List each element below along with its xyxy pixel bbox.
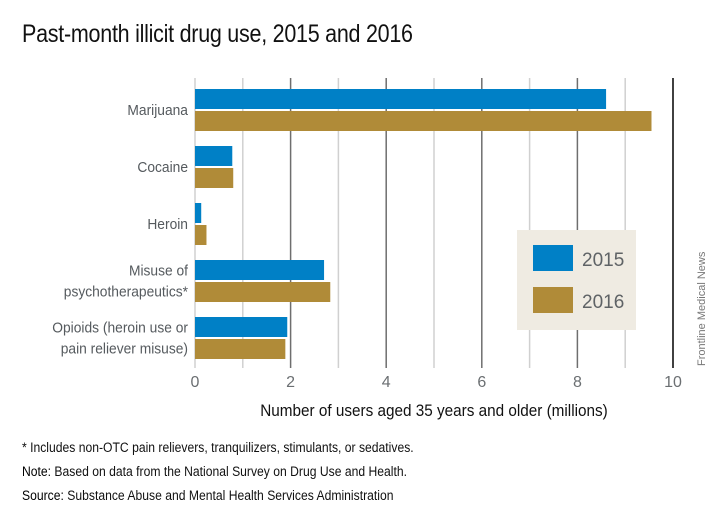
footnote-source: Source: Substance Abuse and Mental Healt… [22, 488, 393, 503]
category-label: Cocaine [137, 160, 188, 177]
source-label: Source: [22, 488, 64, 503]
bar-chart: Marijuana Cocaine Heroin Misuse of psychothe… [52, 78, 708, 420]
category-label: psychotherapeutics* [64, 284, 189, 301]
note-text: Based on data from the National Survey o… [51, 464, 407, 479]
bar-2016-0 [195, 111, 652, 131]
x-tick-labels: 0 2 4 6 8 10 [191, 374, 682, 391]
category-label: Misuse of [129, 263, 189, 280]
source-text: Substance Abuse and Mental Health Servic… [63, 488, 394, 503]
category-labels: Marijuana Cocaine Heroin Misuse of psychothe… [52, 103, 189, 358]
credit-text: Frontline Medical News [696, 251, 708, 366]
category-label: Heroin [147, 217, 188, 234]
x-tick-label: 10 [664, 374, 682, 391]
footnote-note: Note: Based on data from the National Su… [22, 464, 407, 479]
category-label: pain reliever misuse) [61, 341, 188, 358]
x-tick-label: 6 [477, 374, 486, 391]
x-axis-label: Number of users aged 35 years and older … [260, 401, 607, 420]
bar-2015-1 [195, 146, 233, 166]
footnote-asterisk: * Includes non-OTC pain relievers, tranq… [22, 440, 414, 455]
x-tick-label: 4 [382, 374, 391, 391]
legend-label-2015: 2015 [582, 250, 624, 271]
legend-swatch-2015 [533, 245, 573, 271]
bar-2016-1 [195, 168, 234, 188]
chart-title: Past-month illicit drug use, 2015 and 20… [22, 20, 413, 48]
category-label: Opioids (heroin use or [52, 320, 188, 337]
x-tick-label: 2 [286, 374, 295, 391]
legend-label-2016: 2016 [582, 292, 624, 313]
bar-2015-2 [195, 203, 202, 223]
bar-2016-4 [195, 339, 286, 359]
bars [195, 89, 652, 359]
x-tick-label: 8 [573, 374, 582, 391]
note-label: Note: [22, 464, 52, 479]
x-tick-label: 0 [191, 374, 200, 391]
bar-2015-4 [195, 317, 288, 337]
bar-2015-0 [195, 89, 607, 109]
bar-2016-3 [195, 282, 331, 302]
legend: 2015 2016 [517, 230, 636, 330]
bar-2016-2 [195, 225, 207, 245]
legend-swatch-2016 [533, 287, 573, 313]
bar-2015-3 [195, 260, 325, 280]
category-label: Marijuana [127, 103, 189, 120]
